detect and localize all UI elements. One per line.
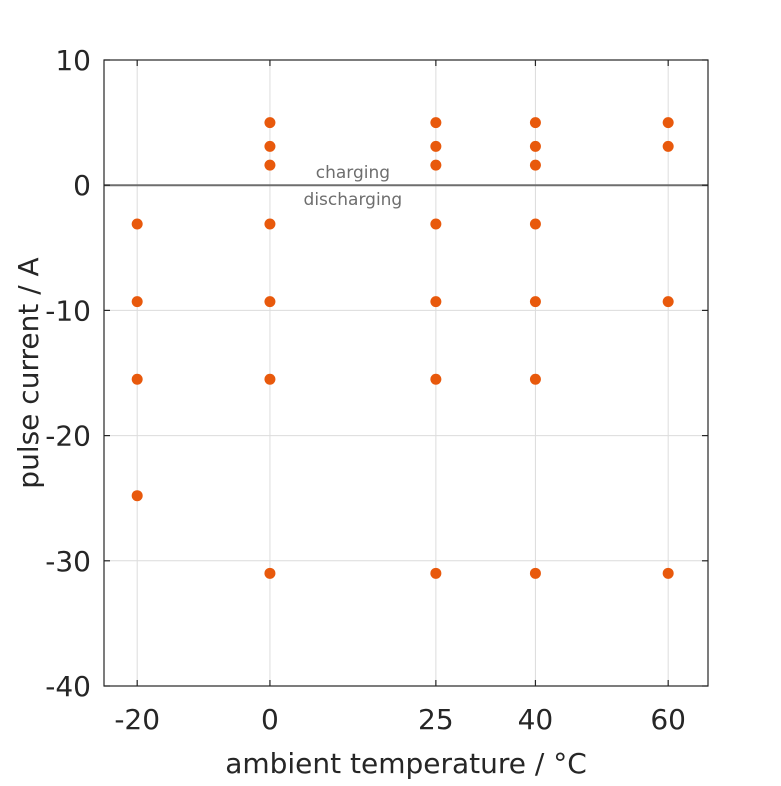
data-point <box>662 140 674 152</box>
y-tick-label: -30 <box>45 545 91 578</box>
data-point <box>430 140 442 152</box>
data-point <box>662 117 674 129</box>
x-tick-label: 60 <box>650 703 686 736</box>
data-point <box>529 296 541 308</box>
annotation-discharging: discharging <box>304 190 403 210</box>
data-point <box>529 117 541 129</box>
data-point <box>662 296 674 308</box>
data-point <box>264 296 276 308</box>
data-point <box>131 490 143 502</box>
data-point <box>529 140 541 152</box>
data-point <box>430 159 442 171</box>
data-point <box>264 117 276 129</box>
data-point <box>430 567 442 579</box>
grid-lines <box>104 59 708 687</box>
data-point <box>662 567 674 579</box>
y-axis-label: pulse current / A <box>12 257 45 488</box>
x-axis-label: ambient temperature / °C <box>225 747 587 780</box>
data-point <box>430 296 442 308</box>
data-point <box>264 159 276 171</box>
y-tick-label: 0 <box>73 169 91 202</box>
annotation-charging: charging <box>316 163 390 183</box>
axis-labels: ambient temperature / °C pulse current / … <box>12 257 587 780</box>
x-tick-label: 25 <box>418 703 454 736</box>
data-point <box>131 218 143 230</box>
x-tick-label: -20 <box>114 703 160 736</box>
data-point <box>430 117 442 129</box>
data-point <box>529 218 541 230</box>
reference-line-group: charging discharging <box>104 163 708 210</box>
y-tick-label: -20 <box>45 420 91 453</box>
axes-box <box>103 59 709 687</box>
data-point <box>264 373 276 385</box>
tick-labels: -20 0 25 40 60 -40 -30 -20 -10 0 10 <box>45 44 686 736</box>
data-point <box>131 296 143 308</box>
data-point <box>430 373 442 385</box>
y-tick-label: -40 <box>45 670 91 703</box>
plot-frame <box>103 59 709 687</box>
data-point <box>264 218 276 230</box>
data-point <box>430 218 442 230</box>
data-point <box>264 567 276 579</box>
y-tick-label: 10 <box>55 44 91 77</box>
y-tick-label: -10 <box>45 294 91 327</box>
data-point <box>529 373 541 385</box>
data-point <box>131 373 143 385</box>
data-point <box>264 140 276 152</box>
x-tick-label: 40 <box>518 703 554 736</box>
data-points <box>131 117 674 579</box>
data-point <box>529 159 541 171</box>
data-point <box>529 567 541 579</box>
x-tick-label: 0 <box>261 703 279 736</box>
